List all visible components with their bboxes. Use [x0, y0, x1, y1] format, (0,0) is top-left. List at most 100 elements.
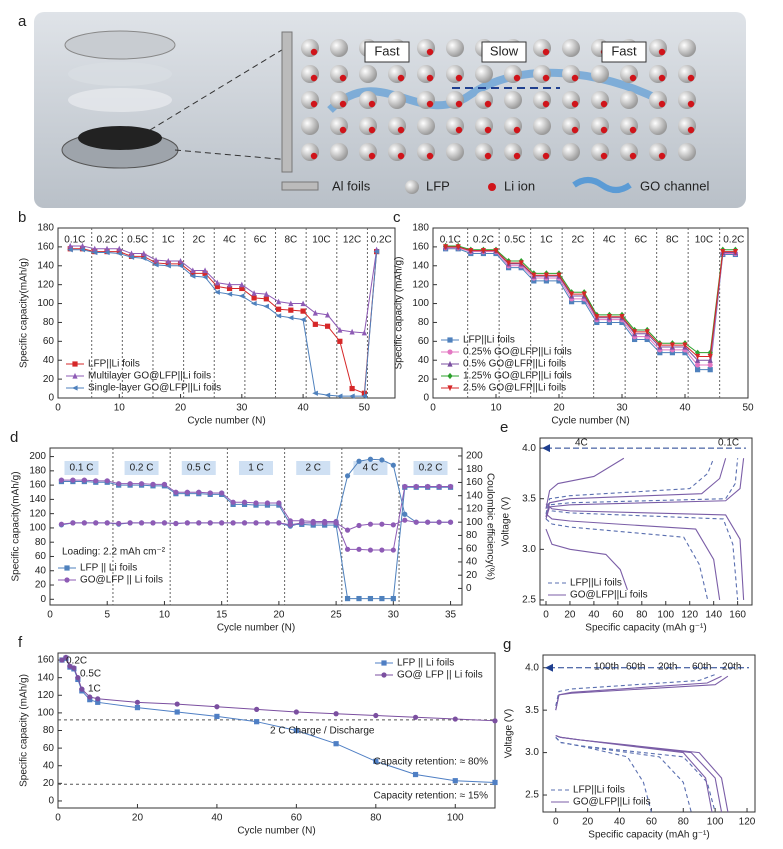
- x-tick-label: 0: [430, 403, 436, 414]
- li-ion: [484, 100, 492, 108]
- voltage-curve: [555, 736, 692, 813]
- y-tick-label: 180: [29, 465, 46, 476]
- marker: [92, 245, 98, 252]
- marker: [556, 278, 562, 284]
- li-ion: [629, 74, 637, 82]
- marker: [239, 281, 245, 288]
- plot-frame: [57, 227, 396, 399]
- lfp-sphere: [446, 117, 464, 135]
- annotation: 100th: [594, 662, 619, 673]
- lfp-sphere: [649, 65, 667, 83]
- li-ion: [310, 152, 318, 160]
- marker: [344, 473, 351, 479]
- x-tick-label: 140: [705, 610, 722, 621]
- y-axis-label: Specific capacity(mAh/g): [19, 258, 30, 368]
- y-tick-label: 160: [37, 655, 54, 666]
- panel-label: b: [18, 209, 26, 226]
- legend-label: GO@LFP || Li foils: [80, 575, 163, 586]
- plot-frame: [542, 654, 756, 813]
- marker: [413, 519, 419, 525]
- marker: [152, 262, 159, 268]
- marker: [581, 291, 587, 298]
- li-ion: [368, 100, 376, 108]
- marker: [293, 709, 299, 715]
- marker: [379, 521, 385, 527]
- y-tick-label: 120: [412, 279, 429, 290]
- lfp-sphere: [475, 65, 493, 83]
- legend-label: 0.5% GO@LFP||Li foils: [463, 359, 566, 370]
- series-line: [445, 246, 736, 357]
- marker: [128, 254, 135, 260]
- li-ion: [600, 126, 608, 134]
- marker: [732, 249, 738, 255]
- rate-label-box: [181, 461, 216, 475]
- x-tick-label: 10: [490, 403, 502, 414]
- marker: [518, 260, 524, 267]
- marker: [425, 483, 431, 490]
- rate-label: 0.2C: [473, 235, 494, 246]
- lfp-sphere: [446, 39, 464, 57]
- marker: [150, 520, 156, 526]
- x-tick-label: 0: [55, 403, 61, 414]
- y-tick-label: 80: [43, 725, 55, 736]
- li-ion: [658, 74, 666, 82]
- rate-label: 10C: [312, 235, 330, 246]
- marker: [695, 367, 701, 373]
- voltage-curve: [555, 675, 729, 711]
- rate-label: 2 C: [305, 463, 321, 474]
- marker: [196, 489, 202, 495]
- marker: [63, 654, 69, 661]
- marker: [189, 273, 196, 279]
- marker: [87, 697, 93, 703]
- marker: [116, 520, 122, 527]
- rate-label-box: [239, 461, 273, 475]
- marker: [251, 295, 257, 301]
- marker: [312, 390, 318, 396]
- marker: [581, 299, 587, 305]
- series-line: [70, 245, 378, 334]
- lfp-sphere: [417, 91, 435, 109]
- voltage-curve: [545, 457, 625, 509]
- rate-label: 0.1 C: [70, 463, 94, 474]
- marker: [373, 758, 379, 764]
- y-tick-label: 100: [29, 523, 46, 534]
- y-tick-label: 2.5: [525, 790, 539, 801]
- plot-frame: [432, 227, 749, 399]
- voltage-curve: [545, 458, 727, 518]
- lfp-sphere: [388, 117, 406, 135]
- marker: [79, 242, 86, 249]
- li-ion: [629, 126, 637, 134]
- y-tick-label: 40: [43, 355, 55, 366]
- marker: [214, 283, 220, 290]
- marker: [264, 500, 271, 506]
- marker: [707, 357, 713, 363]
- marker: [184, 489, 190, 495]
- marker: [81, 477, 87, 483]
- marker: [543, 278, 549, 284]
- label-box: [364, 41, 410, 63]
- marker: [669, 342, 675, 349]
- legend-marker: [447, 360, 453, 367]
- y-tick-label: 40: [418, 355, 430, 366]
- marker: [91, 249, 98, 256]
- lfp-sphere: [301, 39, 319, 57]
- lfp-sphere: [417, 117, 435, 135]
- marker: [402, 483, 408, 490]
- plot-frame: [539, 437, 753, 606]
- marker: [606, 314, 612, 320]
- y-tick-label: 4.0: [525, 662, 539, 673]
- marker: [103, 249, 110, 256]
- lfp-sphere: [591, 91, 609, 109]
- lfp-sphere: [301, 143, 319, 161]
- li-ion: [542, 48, 550, 56]
- legend-marker: [72, 372, 78, 379]
- marker: [214, 704, 220, 710]
- annotation: 20th: [722, 662, 741, 673]
- li-ion: [571, 100, 579, 108]
- legend-marker: [64, 565, 70, 571]
- voltage-curve: [555, 736, 652, 813]
- rate-label: 4C: [603, 235, 616, 246]
- annotation: 0.2C: [66, 656, 87, 667]
- x-axis-label: Specific capacity (mAh g⁻¹): [585, 623, 706, 634]
